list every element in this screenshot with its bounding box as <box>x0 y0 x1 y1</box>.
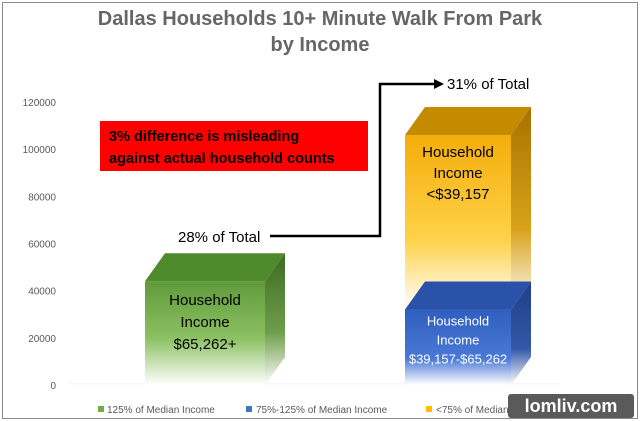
connector-line <box>270 82 434 238</box>
chart-title-line-2: by Income <box>270 34 370 56</box>
bar-green-top <box>145 253 285 282</box>
bar-green: Household Income $65,262+ <box>145 253 285 385</box>
watermark: lomliv.com <box>508 394 634 418</box>
callout-box: 3% difference is misleading against actu… <box>100 121 368 171</box>
bar-blue-label-line-3: $39,157-$65,262 <box>409 352 507 367</box>
legend-swatch-green <box>98 406 104 412</box>
bar-gold-top <box>405 107 531 136</box>
legend-item-green: 125% of Median Income <box>107 405 215 416</box>
right-total-label: 31% of Total <box>447 76 529 93</box>
left-total-label: 28% of Total <box>178 229 260 246</box>
legend-swatch-gold <box>426 406 432 412</box>
y-tick-label: 80000 <box>28 192 56 203</box>
bar-gold-label-line-1: Household <box>422 144 494 161</box>
legend-item-gold: <75% of Median Income <box>436 405 545 416</box>
bar-blue-label-line-1: Household <box>427 314 489 329</box>
bar-green-label-line-2: Income <box>180 314 229 331</box>
legend: 125% of Median Income 75%-125% of Median… <box>98 405 545 416</box>
chart-title-line-1: Dallas Households 10+ Minute Walk From P… <box>97 8 543 30</box>
y-tick-label: 20000 <box>28 334 56 345</box>
bar-blue-top <box>405 281 531 310</box>
y-tick-label: 0 <box>50 381 56 392</box>
bar-green-label-line-1: Household <box>169 292 241 309</box>
y-axis: 0 20000 40000 60000 80000 100000 120000 <box>23 98 57 392</box>
bar-gold-label-line-3: <$39,157 <box>427 186 490 203</box>
bar-gold-side <box>511 107 531 310</box>
bar-gold-label-line-2: Income <box>433 165 482 182</box>
chart-title: Dallas Households 10+ Minute Walk From P… <box>0 6 640 58</box>
callout-line-1: 3% difference is misleading <box>109 129 299 145</box>
y-tick-label: 120000 <box>23 98 57 109</box>
legend-swatch-blue <box>246 406 252 412</box>
callout-line-2: against actual household counts <box>109 151 335 167</box>
bar-green-label-line-3: $65,262+ <box>174 336 237 353</box>
bar-blue-side <box>511 281 531 385</box>
connector-arrowhead <box>434 79 444 89</box>
bar-blue-label-line-2: Income <box>437 333 480 348</box>
y-tick-label: 60000 <box>28 240 56 251</box>
bar-green-side <box>265 253 285 385</box>
bar-gold-front <box>405 135 511 310</box>
bar-green-front <box>145 281 265 385</box>
bar-blue-front <box>405 309 511 385</box>
legend-item-blue: 75%-125% of Median Income <box>256 405 388 416</box>
bar-stack: Household Income <$39,157 Household Inco… <box>405 107 531 385</box>
y-tick-label: 100000 <box>23 145 57 156</box>
y-tick-label: 40000 <box>28 287 56 298</box>
